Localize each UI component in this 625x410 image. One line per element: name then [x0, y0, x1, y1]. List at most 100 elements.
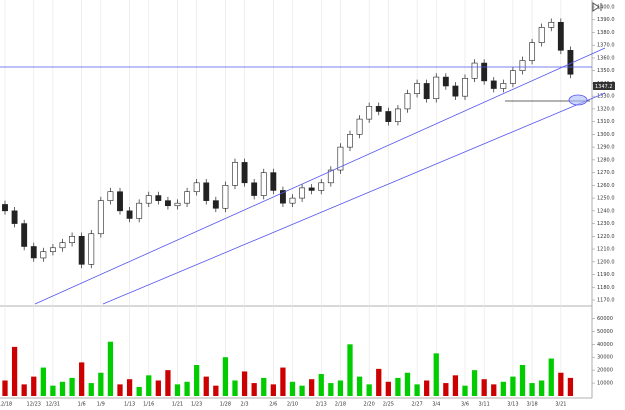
volume-bar	[203, 376, 209, 396]
volume-bar	[404, 372, 411, 396]
volume-bar	[11, 346, 18, 396]
volume-bar	[328, 383, 334, 396]
toolbar-icon[interactable]	[592, 2, 602, 12]
y-tick-label: 1360.0	[597, 55, 615, 61]
candle-body	[423, 83, 430, 100]
candle-body	[442, 76, 449, 87]
volume-bar	[88, 383, 94, 396]
x-tick-label: 2/20	[364, 402, 375, 408]
x-tick-label: 3/11	[479, 402, 490, 408]
candle-body	[289, 197, 296, 204]
x-tick-label: 2/18	[335, 402, 346, 408]
candle-body	[548, 21, 555, 28]
y-tick-label: 1250.0	[597, 196, 615, 202]
candle-body	[404, 93, 411, 110]
candle-body	[347, 134, 353, 148]
y-tick-label: 1230.0	[597, 221, 615, 227]
volume-bar	[146, 375, 152, 396]
volume-bar	[107, 341, 114, 396]
candle-body	[308, 187, 315, 191]
volume-bar	[299, 385, 305, 396]
volume-bar	[40, 367, 46, 396]
scroll-end-icon[interactable]	[592, 2, 602, 12]
candle-body	[299, 187, 306, 199]
y-tick-label: 1290.0	[597, 145, 615, 151]
candle-body	[155, 195, 162, 201]
volume-bar	[452, 375, 459, 396]
drawings	[0, 47, 606, 305]
candle-body	[366, 106, 373, 120]
trend-line	[34, 47, 606, 305]
volume-bar	[471, 370, 478, 396]
candle-body	[78, 236, 85, 265]
y-tick-label: 1330.0	[597, 94, 615, 100]
volume-bar	[79, 362, 85, 396]
y-tick-label: 1390.0	[597, 17, 615, 23]
candle-body	[356, 118, 363, 135]
volume-bar	[136, 386, 142, 396]
candle-body	[232, 162, 238, 186]
candle-body	[529, 42, 536, 61]
volume-tick-label: 40000	[597, 342, 613, 348]
candle-body	[471, 62, 478, 79]
candle-body	[509, 70, 516, 84]
y-tick-label: 1200.0	[597, 259, 615, 265]
volume-bar	[174, 384, 181, 396]
x-tick-label: 12/23	[27, 402, 41, 408]
volume-bar	[117, 384, 123, 396]
price-label-box	[593, 82, 615, 90]
volume-bar	[21, 384, 27, 396]
volume-bar	[270, 384, 276, 396]
candle-body	[414, 83, 421, 94]
x-tick-label: 12/18	[0, 402, 12, 408]
volume-bar	[289, 381, 296, 396]
volume-tick-label: 50000	[597, 329, 613, 335]
candle-body	[500, 83, 507, 89]
y-tick-label: 1180.0	[597, 285, 615, 291]
volume-tick-label: 60000	[597, 316, 613, 322]
candle-body	[59, 242, 66, 249]
volume-bar	[213, 385, 219, 396]
candle-body	[174, 202, 181, 207]
volume-bar	[241, 371, 248, 396]
x-tick-label: 12/31	[46, 402, 60, 408]
candle-body	[318, 182, 325, 191]
candle-body	[481, 62, 488, 82]
candle-body	[538, 27, 545, 43]
y-tick-label: 1210.0	[597, 247, 615, 253]
volume-bar	[443, 383, 449, 396]
volume-bar	[567, 377, 574, 396]
candle-body	[241, 162, 248, 184]
volume-bar	[376, 368, 382, 396]
y-tick-label: 1270.0	[597, 170, 615, 176]
volume-bar	[558, 372, 564, 396]
candle-body	[375, 106, 382, 112]
candle-body	[452, 85, 459, 97]
candle-body	[30, 246, 37, 259]
volume-bar	[539, 380, 545, 396]
candle-body	[184, 191, 191, 204]
candle-body	[164, 200, 171, 207]
candle-body	[279, 190, 286, 204]
current-price-label: 1347.2	[595, 84, 613, 90]
candle-body	[49, 247, 56, 252]
highlight-ellipse	[568, 94, 588, 106]
x-tick-label: 1/23	[191, 402, 202, 408]
x-tick-label: 1/28	[220, 402, 231, 408]
volume-tick-label: 30000	[597, 355, 613, 361]
y-tick-label: 1220.0	[597, 234, 615, 240]
volume-bar	[510, 376, 516, 396]
y-tick-label: 1310.0	[597, 119, 615, 125]
volume-bar	[222, 357, 229, 396]
candle-body	[433, 76, 440, 100]
volume-bar	[529, 383, 535, 396]
volume-bar	[2, 380, 8, 396]
volume-bar	[59, 381, 66, 396]
volume-bar	[356, 376, 363, 396]
candle-body	[260, 172, 267, 196]
x-tick-label: 3/21	[555, 402, 566, 408]
volume-bar	[155, 380, 161, 396]
x-tick-label: 1/9	[97, 402, 105, 408]
